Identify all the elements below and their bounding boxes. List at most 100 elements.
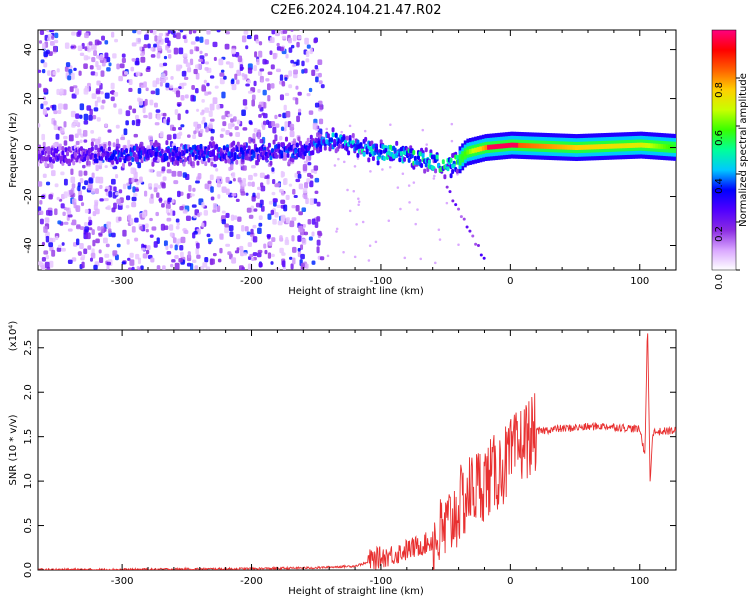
noise-point <box>79 226 85 231</box>
noise-point <box>387 219 391 222</box>
noise-point <box>56 88 60 96</box>
noise-point <box>208 122 213 129</box>
noise-point <box>231 83 237 91</box>
noise-point <box>113 91 119 97</box>
ridge-point <box>379 149 383 155</box>
noise-point <box>60 171 65 176</box>
noise-point <box>278 189 284 193</box>
band-segment <box>606 143 610 149</box>
noise-point <box>180 124 185 128</box>
noise-point <box>280 199 286 204</box>
noise-point <box>221 115 226 120</box>
ridge-point <box>58 145 62 151</box>
noise-point <box>224 226 229 234</box>
noise-point <box>241 109 246 116</box>
band-segment <box>603 144 607 149</box>
noise-point <box>229 132 233 137</box>
ridge-point <box>171 151 175 157</box>
noise-point <box>144 98 148 106</box>
noise-point <box>293 194 298 199</box>
noise-point <box>171 199 175 204</box>
noise-point <box>381 168 384 171</box>
noise-point <box>241 35 247 43</box>
ridge-point <box>198 154 202 160</box>
noise-point <box>94 144 98 151</box>
band-segment <box>528 143 532 149</box>
noise-point <box>257 249 263 254</box>
noise-point <box>175 64 181 72</box>
band-segment <box>608 143 612 149</box>
noise-point <box>259 138 264 144</box>
ridge-point <box>331 127 335 133</box>
noise-point <box>268 200 274 205</box>
noise-point <box>212 163 217 168</box>
noise-point <box>48 242 54 248</box>
noise-point <box>70 168 74 175</box>
noise-point <box>264 249 268 255</box>
noise-point <box>84 85 90 92</box>
noise-point <box>113 103 117 108</box>
colorbar-tick-label: 0.8 <box>714 82 725 98</box>
band-segment <box>611 143 615 149</box>
noise-point <box>163 118 168 125</box>
noise-point <box>53 39 59 44</box>
noise-point <box>153 187 158 193</box>
noise-point <box>296 115 300 123</box>
noise-point <box>156 192 160 198</box>
noise-point <box>212 203 218 210</box>
noise-point <box>128 79 133 86</box>
noise-point <box>279 94 285 101</box>
noise-point <box>240 191 246 196</box>
noise-point <box>204 66 209 71</box>
noise-point <box>131 201 137 208</box>
noise-point <box>119 63 125 69</box>
noise-point <box>225 31 230 35</box>
noise-point <box>296 59 300 66</box>
noise-point <box>228 225 234 231</box>
noise-point <box>241 224 245 232</box>
noise-point <box>300 244 304 250</box>
noise-point <box>149 217 153 222</box>
noise-point <box>356 157 360 160</box>
noise-point <box>177 190 181 198</box>
noise-point <box>137 87 142 94</box>
ridge-point <box>252 153 256 159</box>
noise-point <box>253 127 258 133</box>
noise-point <box>95 88 101 95</box>
noise-point <box>256 186 261 190</box>
noise-point <box>155 88 160 96</box>
noise-point <box>272 179 276 185</box>
noise-point <box>258 262 263 268</box>
noise-point <box>308 236 313 241</box>
noise-point <box>192 187 196 192</box>
noise-point <box>62 211 66 217</box>
noise-point <box>251 94 256 101</box>
noise-point <box>128 267 132 270</box>
noise-point <box>271 237 276 242</box>
noise-point <box>90 71 96 76</box>
band-segment <box>593 144 597 150</box>
noise-point <box>225 130 230 135</box>
noise-point <box>180 236 186 244</box>
noise-point <box>152 80 158 88</box>
ridge-point <box>298 151 302 157</box>
noise-point <box>317 59 323 66</box>
noise-point <box>157 35 162 40</box>
noise-point <box>145 249 150 255</box>
noise-point <box>150 257 155 263</box>
ridge-point <box>367 157 371 163</box>
band-segment <box>474 147 478 153</box>
noise-point <box>111 31 115 38</box>
noise-point <box>302 187 308 194</box>
ridge-point <box>204 161 208 167</box>
ridge-point <box>286 152 290 158</box>
noise-point <box>275 123 280 128</box>
noise-point <box>195 180 200 184</box>
noise-point <box>131 177 135 183</box>
noise-point <box>315 76 319 83</box>
noise-point <box>389 123 392 127</box>
ridge-point <box>294 149 298 155</box>
ridge-point <box>44 161 48 167</box>
band-segment <box>650 143 654 149</box>
ridge-point <box>59 155 63 161</box>
